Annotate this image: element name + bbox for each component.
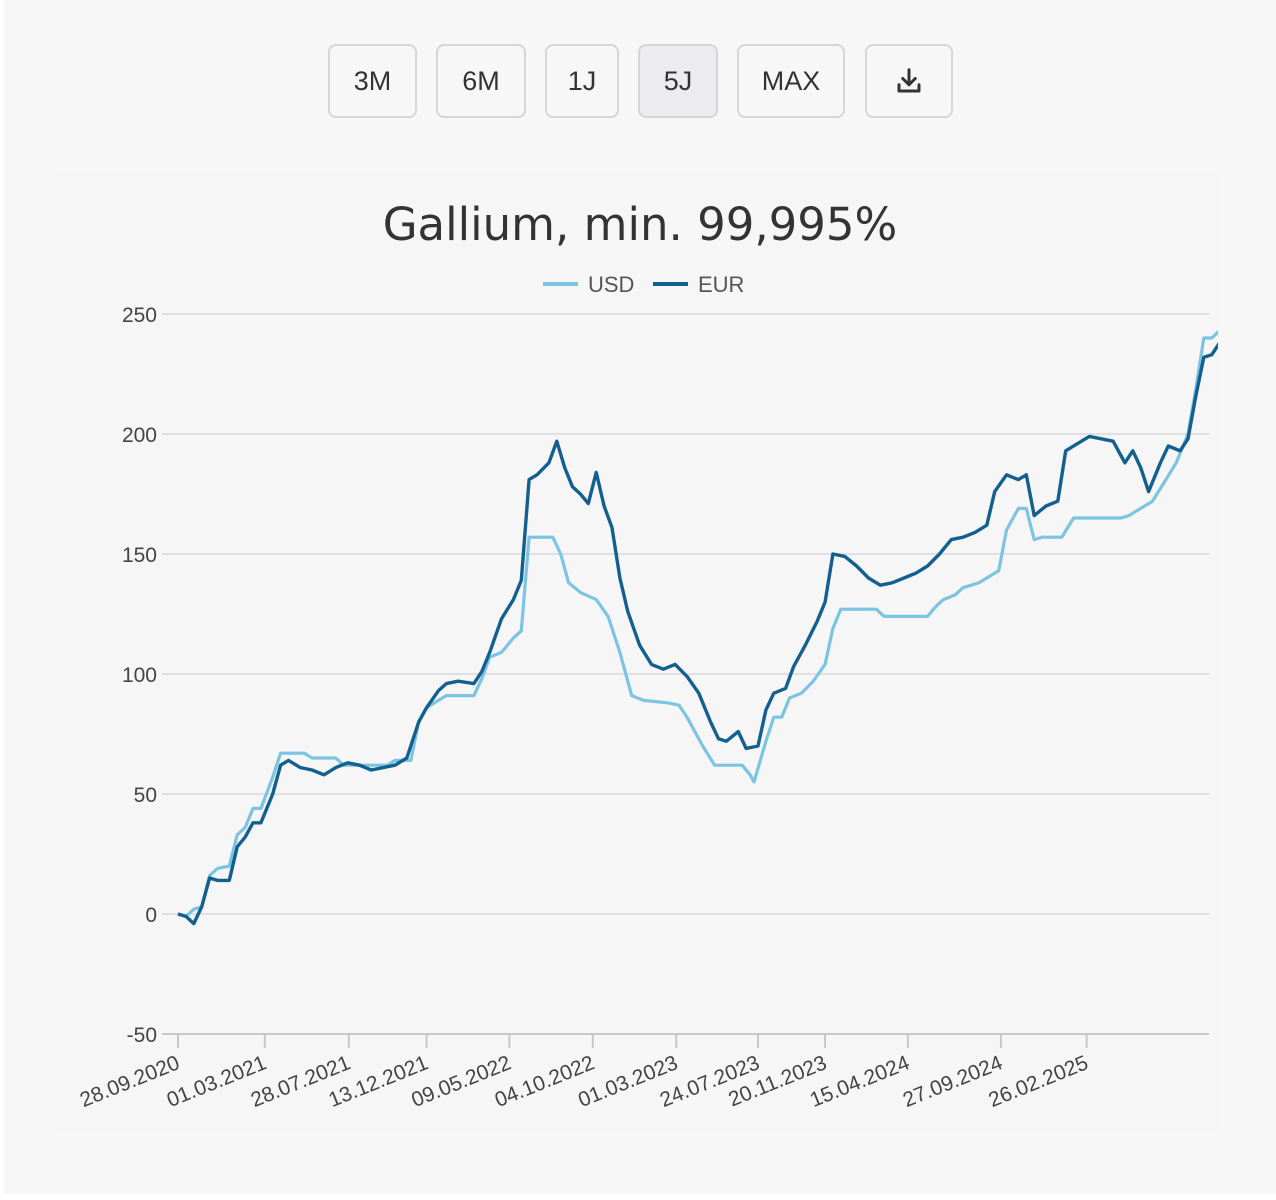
- y-tick-label: 100: [122, 664, 157, 687]
- page-edge-left: [0, 0, 4, 1200]
- y-tick-label: 150: [122, 544, 157, 567]
- download-button[interactable]: [865, 44, 953, 118]
- download-icon: [897, 68, 921, 93]
- eur-line: [177, 342, 1218, 926]
- x-tick-label: 26.02.2025: [985, 1051, 1091, 1112]
- range-button-label: 5J: [663, 65, 693, 96]
- range-button-1j[interactable]: 1J: [545, 44, 619, 118]
- range-button-5j[interactable]: 5J: [638, 44, 718, 118]
- chart-panel: Gallium, min. 99,995% USD EUR -50 0 50 100 1…: [56, 174, 1218, 1134]
- range-button-3m[interactable]: 3M: [328, 44, 417, 118]
- y-tick-label: 0: [145, 904, 157, 927]
- chart-title: Gallium, min. 99,995%: [383, 198, 898, 251]
- y-tick-label: 200: [122, 424, 157, 447]
- y-tick-label: 50: [134, 784, 157, 807]
- y-axis: -50 0 50 100 150 200 250: [122, 304, 157, 1047]
- range-button-label: 6M: [462, 65, 500, 96]
- x-axis: 28.09.202001.03.202128.07.202113.12.2021…: [77, 1034, 1091, 1112]
- range-button-label: 1J: [567, 65, 597, 96]
- usd-line: [177, 330, 1218, 918]
- legend: USD EUR: [543, 272, 744, 297]
- page-edge-bottom: [0, 1194, 1276, 1200]
- range-button-max[interactable]: MAX: [737, 44, 845, 118]
- y-tick-label: -50: [127, 1024, 157, 1047]
- range-button-label: 3M: [353, 65, 392, 96]
- range-button-label: MAX: [761, 65, 821, 96]
- x-tick-label: 28.09.2020: [77, 1051, 183, 1112]
- y-tick-label: 250: [122, 304, 157, 327]
- legend-eur-label[interactable]: EUR: [698, 272, 744, 297]
- chart-svg: Gallium, min. 99,995% USD EUR -50 0 50 100 1…: [77, 198, 1218, 1112]
- series-lines: [177, 330, 1218, 926]
- range-button-6m[interactable]: 6M: [436, 44, 526, 118]
- legend-usd-label[interactable]: USD: [588, 272, 634, 297]
